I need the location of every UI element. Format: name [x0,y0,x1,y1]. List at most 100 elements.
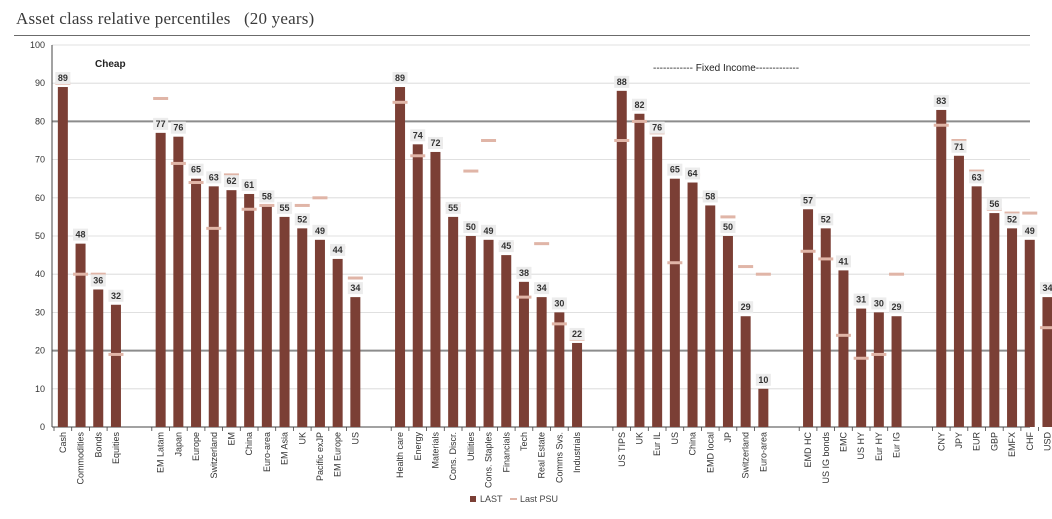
marker-last-psu [392,100,408,104]
data-label-bg [702,190,718,203]
y-tick-label: 90 [35,78,45,88]
bar-last [448,216,459,427]
marker-last-psu [188,181,204,185]
marker-last-psu [667,261,683,265]
data-label-bg [986,198,1002,211]
marker-last-psu [720,215,736,219]
marker-last-psu [871,352,887,356]
bar-last [1024,239,1035,427]
legend-swatch-last-psu [510,498,517,500]
data-label: 55 [280,203,290,213]
data-label-bg [312,224,328,237]
marker-last-psu [206,226,222,230]
data-label-bg [933,94,949,107]
marker-last-psu [738,265,754,269]
data-label: 45 [501,241,511,251]
data-label-bg [410,129,426,142]
category-label: EUR [972,432,982,452]
category-label: Utilities [466,432,476,462]
marker-last-psu [800,249,816,253]
category-label: Industrials [572,432,582,474]
data-label: 65 [191,165,201,175]
marker-last-psu [516,295,532,299]
data-label: 58 [262,191,272,201]
data-label: 38 [519,268,529,278]
data-label: 72 [430,138,440,148]
data-label-bg [90,274,106,287]
bar-last [173,136,184,427]
category-label: EMC [838,432,848,453]
data-label: 30 [874,298,884,308]
marker-last-psu [551,322,567,326]
category-label: Euro-area [758,432,768,472]
bar-last [332,258,343,427]
category-label: Equities [111,432,121,465]
bar-last [465,236,476,427]
data-label-bg [392,72,408,85]
bar-last [820,228,831,427]
category-label: Switzerland [209,432,219,479]
data-label-bg [818,213,834,226]
bar-last [395,87,406,428]
data-label: 34 [537,283,547,293]
bar-last [669,178,680,427]
bar-last [616,90,627,427]
legend-label-last: LAST [480,494,503,504]
category-label: CNY [936,432,946,451]
bar-last [501,255,512,427]
bar-last [226,190,237,427]
chart-title: Asset class relative percentiles (20 yea… [16,9,314,29]
data-label: 89 [395,73,405,83]
data-label-bg [223,175,239,188]
marker-last-psu [463,169,479,173]
bar-last [953,155,964,427]
annotation-fixed-income: ------------ Fixed Income------------- [653,63,799,74]
category-label: Bonds [93,432,103,458]
category-label: UK [634,432,644,445]
data-label: 61 [244,180,254,190]
data-label-bg [835,255,851,268]
data-label-bg [241,178,257,191]
marker-last-psu [951,139,967,142]
category-label: UK [297,432,307,445]
data-label: 31 [856,295,866,305]
data-label-bg [738,301,754,314]
bar-last [838,270,849,427]
bar-last [989,213,1000,427]
data-label-bg [951,140,967,153]
marker-last-psu [1004,211,1020,215]
data-label: 74 [413,130,423,140]
data-label-bg [685,167,701,180]
category-label: Energy [413,432,423,461]
category-label: Europe [191,432,201,461]
bar-last [634,113,645,427]
data-label-bg [871,297,887,310]
data-label-bg [153,117,169,130]
data-label-bg [516,266,532,279]
data-label: 58 [705,191,715,201]
y-tick-label: 50 [35,231,45,241]
category-label: Eur HY [874,432,884,461]
data-label: 83 [936,96,946,106]
y-tick-label: 0 [40,422,45,432]
category-label: Comms Svs. [554,432,564,483]
data-label: 44 [333,245,343,255]
data-label-bg [294,213,310,226]
bar-last [873,312,884,427]
bar-last [722,236,733,427]
title-rule [14,35,1030,36]
marker-last-psu [73,272,89,276]
category-label: Switzerland [741,432,751,479]
marker-last-psu [534,242,550,246]
data-label: 88 [617,77,627,87]
data-label-bg [206,171,222,184]
category-label: US [670,432,680,445]
bar-last [536,297,547,427]
category-label: Pacific exJP [315,432,325,481]
marker-last-psu [153,96,169,100]
bar-last [758,388,769,427]
category-label: EM Latam [156,432,166,473]
y-tick-label: 60 [35,193,45,203]
category-label: Materials [430,432,440,469]
